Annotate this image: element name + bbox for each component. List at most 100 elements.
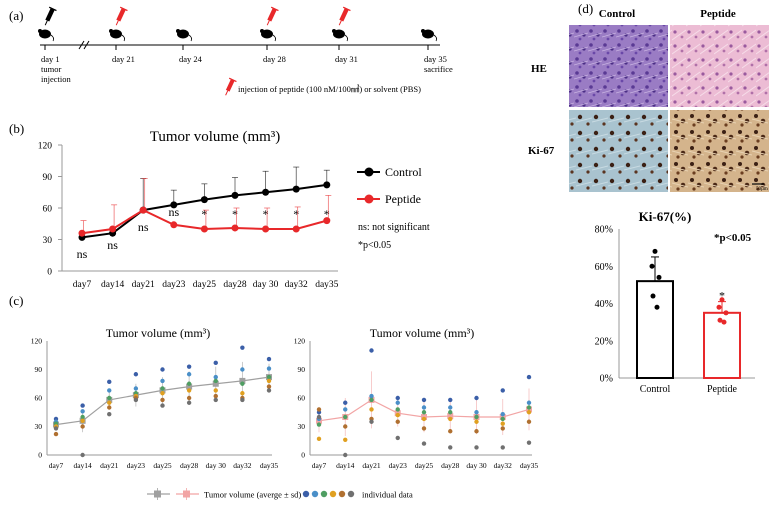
chart-c-right-individual-point xyxy=(448,405,453,410)
chart-c-right-individual-point xyxy=(474,395,479,401)
histology-row-label-he: HE xyxy=(531,63,547,75)
chart-c-left-y-tick-label: 90 xyxy=(35,365,43,374)
chart-b-point xyxy=(323,217,331,225)
chart-b-y-tick-label: 120 xyxy=(38,142,53,152)
chart-c-right-y-tick-label: 120 xyxy=(294,337,306,346)
chart-d-title: Ki-67(%) xyxy=(639,209,692,224)
chart-c-left-title: Tumor volume (mm³) xyxy=(106,326,211,340)
chart-c-right-individual-point xyxy=(369,419,374,424)
mouse-icon xyxy=(260,29,277,42)
chart-c-right-individual-point xyxy=(316,407,322,412)
mouse-icon xyxy=(176,29,193,42)
chart-d-y-tick-label: 60% xyxy=(595,262,613,273)
chart-c-left-individual-point xyxy=(107,400,112,405)
chart-b-significance: * xyxy=(293,207,299,221)
chart-c-right-y-tick-label: 30 xyxy=(298,422,306,431)
chart-c-left-x-tick-label: day28 xyxy=(180,461,199,470)
legend-individual-dot xyxy=(338,490,346,498)
chart-c-right-x-tick-label: day14 xyxy=(336,461,355,470)
chart-c-right-individual-point xyxy=(474,445,479,450)
chart-d-point xyxy=(649,263,655,269)
chart-c-right-individual-point xyxy=(395,395,400,401)
histology-row-label-ki67: Ki-67 xyxy=(528,145,555,157)
chart-b-point xyxy=(200,225,208,233)
chart-c-left-individual-point xyxy=(213,374,218,380)
chart-c-right-individual-point xyxy=(369,397,374,403)
chart-d-y-tick-label: 0% xyxy=(600,374,613,385)
syringe-needle xyxy=(338,20,342,26)
chart-c-right-individual-point xyxy=(526,374,532,380)
chart-b-significance: ns xyxy=(77,247,88,261)
chart-b-x-tick-label: day35 xyxy=(315,280,338,290)
chart-c-left-individual-point xyxy=(107,405,112,410)
chart-c-right-x-tick-label: day7 xyxy=(312,461,327,470)
chart-c-left-individual-point xyxy=(186,364,192,369)
chart-c-right-individual-point xyxy=(343,452,348,458)
chart-c-left-y-tick-label: 60 xyxy=(35,394,43,403)
timeline-label: day 24 xyxy=(179,54,203,64)
chart-c-left-individual-point xyxy=(213,360,218,366)
chart-c-right-individual-point xyxy=(369,407,374,412)
chart-b-significance: * xyxy=(232,207,238,221)
chart-b-significance: ns xyxy=(107,238,118,252)
chart-c-left-individual-point xyxy=(160,386,165,391)
ki67-peptide-image xyxy=(670,110,769,192)
timeline-label: day 1 xyxy=(41,54,60,64)
chart-c-right-individual-point xyxy=(448,429,453,434)
chart-c-left-individual-point xyxy=(107,395,112,401)
chart-c-left-x-tick-label: day21 xyxy=(100,461,119,470)
chart-c-left-individual-point xyxy=(80,418,85,423)
mouse-body xyxy=(333,29,345,39)
chart-c-left-individual-point xyxy=(213,393,218,399)
timeline-label: sacrifice xyxy=(424,64,453,74)
chart-c-left-individual-point xyxy=(213,388,218,393)
chart-b-significance: ns xyxy=(168,205,179,219)
chart-b-point xyxy=(170,221,178,229)
chart-d-y-tick-label: 20% xyxy=(595,336,613,347)
chart-b-x-tick-label: day23 xyxy=(162,280,185,290)
chart-d-x-tick-label: Peptide xyxy=(707,384,738,395)
he-control-image xyxy=(569,25,668,107)
chart-b-series-control xyxy=(78,166,331,241)
chart-b-series-peptide xyxy=(78,178,332,237)
syringe-needle xyxy=(266,20,270,26)
legend-individual-dot xyxy=(347,490,355,498)
chart-c-right-individual-point xyxy=(395,419,400,424)
chart-c-legend: Tumor volume (averge ± sd) individual da… xyxy=(147,488,413,500)
chart-d-point xyxy=(723,310,729,316)
injection-legend-text: injection of peptide (100 nM/100㎣) or so… xyxy=(238,84,421,94)
mouse-body xyxy=(110,29,122,39)
chart-c-right-y-tick-label: 60 xyxy=(298,394,306,403)
timeline-label: day 35 xyxy=(424,54,447,64)
chart-c-left-individual-point xyxy=(240,397,245,403)
chart-c-right-title: Tumor volume (mm³) xyxy=(370,326,475,340)
ki67-control-image xyxy=(569,110,668,192)
timeline-break-mark xyxy=(78,40,90,50)
chart-c-left-individual-point xyxy=(266,378,272,384)
mouse-tail xyxy=(121,34,126,42)
timeline-label: day 28 xyxy=(263,54,286,64)
mouse-body xyxy=(261,29,273,39)
chart-b-point xyxy=(262,225,270,233)
chart-c-left-individual-point xyxy=(80,452,85,458)
chart-b-x-tick-label: day7 xyxy=(73,280,92,290)
chart-c-right-individual-point xyxy=(395,407,400,412)
syringe-barrel xyxy=(116,7,126,22)
chart-c-left-individual-point xyxy=(133,397,139,403)
chart-c-left-individual-point xyxy=(160,367,165,372)
chart-c-left-y-tick-label: 120 xyxy=(31,337,43,346)
chart-c-left-x-tick-label: day35 xyxy=(260,461,279,470)
chart-c-right-individual-point xyxy=(526,419,532,424)
syringe-plunger xyxy=(342,6,351,12)
chart-c-left-individual-point xyxy=(186,400,192,405)
chart-b-point xyxy=(292,185,300,193)
mouse-body xyxy=(39,29,51,39)
chart-c-right-x-tick-label: day21 xyxy=(362,461,381,470)
chart-d-x-tick-label: Control xyxy=(640,384,671,395)
chart-c-right-mean-marker xyxy=(447,413,454,420)
chart-c-left-individual-point xyxy=(160,403,165,408)
chart-b-x-tick-label: day21 xyxy=(132,280,155,290)
chart-c-right-x-tick-label: day 30 xyxy=(466,461,486,470)
timeline-label: injection xyxy=(41,74,71,84)
